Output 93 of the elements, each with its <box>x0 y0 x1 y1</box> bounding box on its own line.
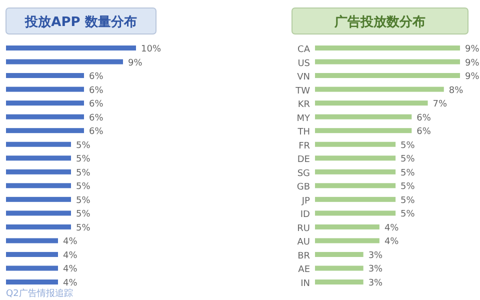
data-label: 4% <box>63 237 78 248</box>
bar <box>315 266 364 271</box>
data-label: 9% <box>465 58 480 68</box>
bar <box>6 156 71 161</box>
data-label: 5% <box>76 154 91 165</box>
y-tick-label: SG <box>297 168 310 179</box>
bar <box>315 210 396 216</box>
bar <box>315 169 396 174</box>
data-label: 6% <box>89 86 104 96</box>
data-label: 6% <box>89 72 104 82</box>
data-label: 3% <box>368 278 384 288</box>
y-tick-label: VN <box>297 72 310 83</box>
y-tick-label: DE <box>297 155 310 166</box>
bar <box>315 224 380 230</box>
y-tick-label: FR <box>298 141 310 152</box>
data-label: 5% <box>76 140 91 151</box>
data-label: 4% <box>63 278 78 288</box>
y-tick-label: KR <box>298 100 310 110</box>
data-label: 4% <box>384 237 400 248</box>
bar <box>6 73 84 78</box>
data-label: 6% <box>89 113 104 124</box>
y-tick-label: TH <box>296 128 310 138</box>
bar <box>315 142 396 147</box>
bar <box>315 252 364 257</box>
bar <box>6 196 71 202</box>
bar <box>315 59 460 64</box>
data-label: 5% <box>400 154 416 165</box>
data-label: 9% <box>128 58 143 68</box>
data-label: 9% <box>465 72 480 82</box>
bar <box>6 210 71 216</box>
y-tick-label: CA <box>298 45 311 55</box>
data-label: 8% <box>448 86 464 96</box>
data-label: 6% <box>89 100 104 110</box>
data-label: 4% <box>63 250 78 261</box>
y-tick-label: ID <box>300 210 310 220</box>
y-tick-label: RU <box>297 224 310 234</box>
bar <box>6 224 71 230</box>
data-label: 5% <box>400 210 416 220</box>
y-tick-label: TW <box>294 86 310 96</box>
bar <box>6 169 71 174</box>
y-tick-label: BR <box>298 251 310 262</box>
data-label: 10% <box>141 44 162 54</box>
data-label: 5% <box>76 210 91 220</box>
bar <box>315 114 412 120</box>
bar <box>6 46 136 50</box>
data-label: 5% <box>400 196 416 206</box>
bar <box>315 73 460 78</box>
bar <box>6 266 58 271</box>
bar <box>315 128 412 134</box>
data-label: 7% <box>432 100 448 110</box>
data-label: 6% <box>416 113 432 124</box>
data-label: 3% <box>368 264 384 275</box>
bar <box>315 156 396 161</box>
data-label: 5% <box>400 182 416 192</box>
data-label: 6% <box>416 127 432 138</box>
data-label: 5% <box>400 140 416 151</box>
data-label: 9% <box>465 44 480 54</box>
bar <box>315 86 444 92</box>
bar <box>315 46 460 50</box>
chart-title: 投放APP 数量分布 <box>24 15 137 30</box>
bar <box>315 183 396 188</box>
bar <box>6 59 123 64</box>
y-tick-label: MY <box>296 114 310 124</box>
y-tick-label: GB <box>296 182 310 193</box>
bar <box>6 114 84 120</box>
y-tick-label: AE <box>298 265 310 276</box>
data-label: 5% <box>76 182 91 192</box>
bar <box>6 86 84 92</box>
bar <box>6 183 71 188</box>
bar <box>6 238 58 244</box>
bar <box>315 100 428 106</box>
data-label: 5% <box>76 168 91 178</box>
bar <box>6 128 84 134</box>
bar <box>315 196 396 202</box>
y-tick-label: IN <box>300 279 310 289</box>
bar <box>315 238 380 244</box>
data-label: 4% <box>63 264 78 275</box>
y-tick-label: US <box>298 58 310 69</box>
data-label: 5% <box>400 168 416 178</box>
data-label: 5% <box>76 223 91 234</box>
bar <box>6 280 58 284</box>
data-label: 6% <box>89 127 104 138</box>
bar <box>315 280 364 284</box>
bar <box>6 100 84 106</box>
data-label: 5% <box>76 196 91 206</box>
bar <box>6 252 58 257</box>
text: Q2广告情报追踪 <box>6 288 73 299</box>
y-tick-label: JP <box>300 196 311 206</box>
bar <box>6 142 71 147</box>
data-label: 4% <box>384 223 400 234</box>
chart-title: 广告投放数分布 <box>334 14 426 30</box>
y-tick-label: AU <box>297 238 310 248</box>
data-label: 3% <box>368 250 384 261</box>
